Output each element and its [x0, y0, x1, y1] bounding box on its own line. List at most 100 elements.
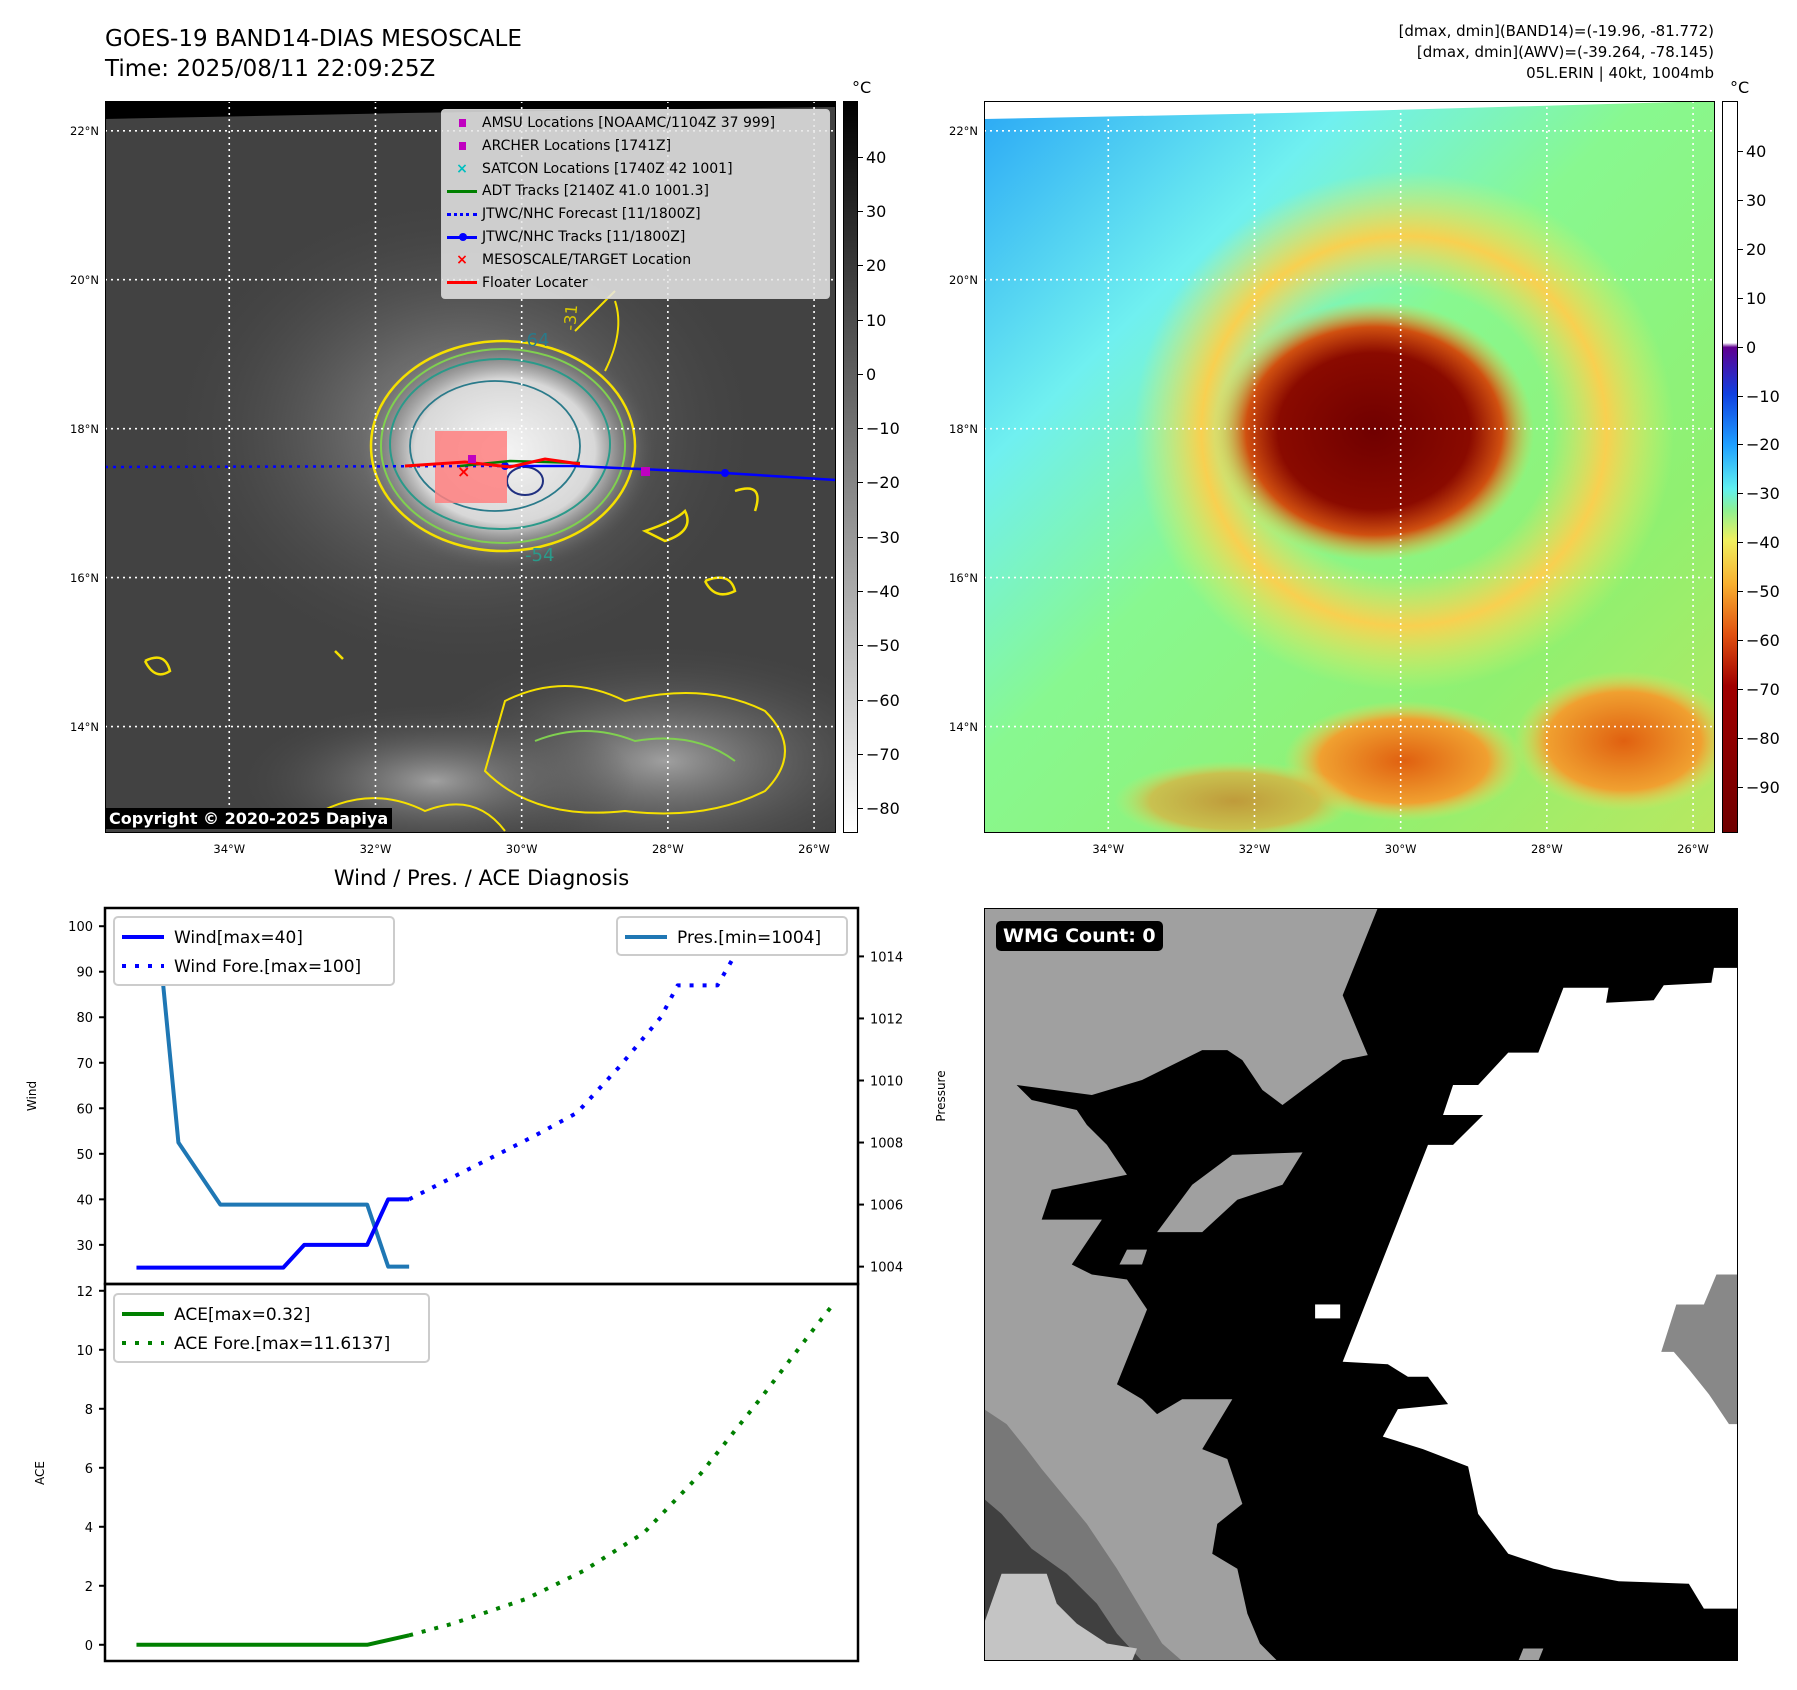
- lon-tick-label: 34°W: [213, 842, 246, 856]
- y-tick-label: 40: [76, 1193, 93, 1208]
- copyright-label: Copyright © 2020-2025 Dapiya: [105, 808, 393, 829]
- wind-line: [136, 1197, 410, 1270]
- colorbar-tick-label: −10: [866, 419, 900, 439]
- wmg-count-badge: WMG Count: 0: [996, 921, 1163, 951]
- colorbar-tick: [858, 536, 863, 538]
- floater-track: [404, 457, 581, 469]
- colorbar-tick: [858, 482, 863, 484]
- band14-range: [dmax, dmin](BAND14)=(-19.96, -81.772): [1398, 22, 1714, 40]
- colorbar-tick-label: 0: [1746, 337, 1757, 357]
- colorbar-tick: [1738, 199, 1743, 201]
- legend-label: ARCHER Locations [1741Z]: [482, 137, 672, 154]
- storm-info: 05L.ERIN | 40kt, 1004mb: [1526, 64, 1714, 82]
- chart-legend: [113, 916, 395, 986]
- legend-label: MESOSCALE/TARGET Location: [482, 251, 692, 268]
- lon-tick-label: 28°W: [651, 842, 684, 856]
- colorbar-tick-label: −60: [866, 690, 900, 710]
- colorbar-tick-label: −60: [1746, 631, 1780, 651]
- lon-tick-label: 32°W: [359, 842, 392, 856]
- square-icon: [442, 141, 482, 150]
- figure-title: GOES-19 BAND14-DIAS MESOSCALE: [105, 26, 522, 52]
- colorbar2: [1722, 101, 1738, 833]
- colorbar-tick-label: −40: [866, 581, 900, 601]
- y-tick-label: 50: [76, 1148, 93, 1163]
- lat-tick-label: 16°N: [70, 570, 99, 585]
- legend-label: Floater Locater: [482, 274, 588, 291]
- chart-legend: [616, 916, 848, 956]
- legend-label: JTWC/NHC Tracks [11/1800Z]: [482, 229, 686, 245]
- y-tick-label: 90: [76, 966, 93, 981]
- y-tick-label: 30: [76, 1239, 93, 1254]
- colorbar-tick: [1738, 297, 1743, 299]
- lat-tick-label: 18°N: [70, 421, 99, 436]
- lon-tick-label: 30°W: [505, 842, 538, 856]
- colorbar-tick: [1738, 493, 1743, 495]
- colorbar-tick-label: −50: [1746, 582, 1780, 602]
- colorbar-tick-label: −50: [866, 636, 900, 656]
- contour-yellow: [369, 339, 637, 553]
- lat-tick-label: 20°N: [949, 272, 978, 287]
- y-tick-label: 8: [85, 1403, 93, 1418]
- x-icon: ×: [456, 251, 468, 268]
- awv-map-panel: [984, 101, 1715, 833]
- colorbar-tick-label: 40: [866, 147, 887, 167]
- lon-tick-label: 26°W: [798, 842, 830, 856]
- contour-label: -64: [520, 330, 549, 351]
- y2-tick-label: 1012: [870, 1012, 903, 1027]
- colorbar-tick: [1738, 640, 1743, 642]
- lat-tick-label: 14°N: [949, 719, 978, 734]
- colorbar2-unit: °C: [1730, 78, 1750, 97]
- y-tick-label: 70: [76, 1057, 93, 1072]
- legend-label: AMSU Locations [NOAAMC/1104Z 37 999]: [482, 115, 776, 131]
- legend-label: Wind Fore.[max=100]: [174, 957, 361, 977]
- contour-label: -54: [525, 545, 554, 566]
- colorbar-tick: [858, 373, 863, 375]
- colorbar-tick: [858, 319, 863, 321]
- colorbar-tick: [1738, 787, 1743, 788]
- colorbar-tick-label: 10: [866, 310, 887, 330]
- legend-label: Pres.[min=1004]: [677, 928, 821, 948]
- ace-line: [136, 1633, 410, 1647]
- contour-label: -31: [560, 304, 581, 332]
- archer-marker: [468, 455, 476, 463]
- amsu-marker: [641, 467, 650, 476]
- legend-label: Wind[max=40]: [174, 928, 303, 948]
- lon-tick-label: 30°W: [1384, 842, 1417, 856]
- colorbar1: [843, 101, 858, 833]
- colorbar-tick: [1738, 150, 1743, 152]
- y2-tick-label: 1014: [870, 950, 903, 965]
- x-icon: ×: [456, 160, 468, 177]
- figure-time: Time: 2025/08/11 22:09:25Z: [105, 56, 436, 82]
- legend-entry: ARCHER Locations [1741Z]: [442, 135, 671, 157]
- colorbar-tick-label: 20: [1746, 239, 1767, 259]
- colorbar-tick: [858, 265, 863, 267]
- lat-tick-label: 20°N: [70, 272, 99, 287]
- ace-forecast-line: [408, 1301, 837, 1638]
- ace-axis-label: ACE: [33, 1461, 47, 1485]
- legend-entry: Floater Locater: [442, 272, 588, 294]
- colorbar-tick-label: −20: [1746, 435, 1780, 455]
- colorbar-tick-label: −80: [866, 799, 900, 819]
- legend-label: ADT Tracks [2140Z 41.0 1001.3]: [482, 183, 709, 200]
- colorbar-tick-label: −30: [1746, 484, 1780, 504]
- legend-entry: JTWC/NHC Tracks [11/1800Z]: [442, 226, 685, 248]
- y-tick-label: 4: [85, 1521, 93, 1536]
- colorbar-tick-label: 20: [866, 256, 887, 276]
- square-icon: [442, 119, 482, 127]
- target-x-icon: ×: [457, 462, 470, 481]
- line-icon: [442, 281, 482, 285]
- line-icon: [442, 189, 482, 193]
- cold-cloud-core: [1214, 301, 1534, 561]
- legend-label: ACE[max=0.32]: [174, 1305, 310, 1325]
- legend-entry: AMSU Locations [NOAAMC/1104Z 37 999]: [442, 112, 775, 134]
- colorbar-tick-label: −70: [866, 744, 900, 764]
- colorbar-tick: [1738, 591, 1743, 593]
- colorbar-tick: [1738, 395, 1743, 397]
- colorbar-tick: [1738, 346, 1743, 348]
- y-tick-label: 2: [85, 1580, 93, 1595]
- lat-tick-label: 16°N: [949, 570, 978, 585]
- lon-tick-label: 32°W: [1238, 842, 1271, 856]
- colorbar-tick: [858, 211, 863, 213]
- colorbar1-unit: °C: [852, 78, 872, 97]
